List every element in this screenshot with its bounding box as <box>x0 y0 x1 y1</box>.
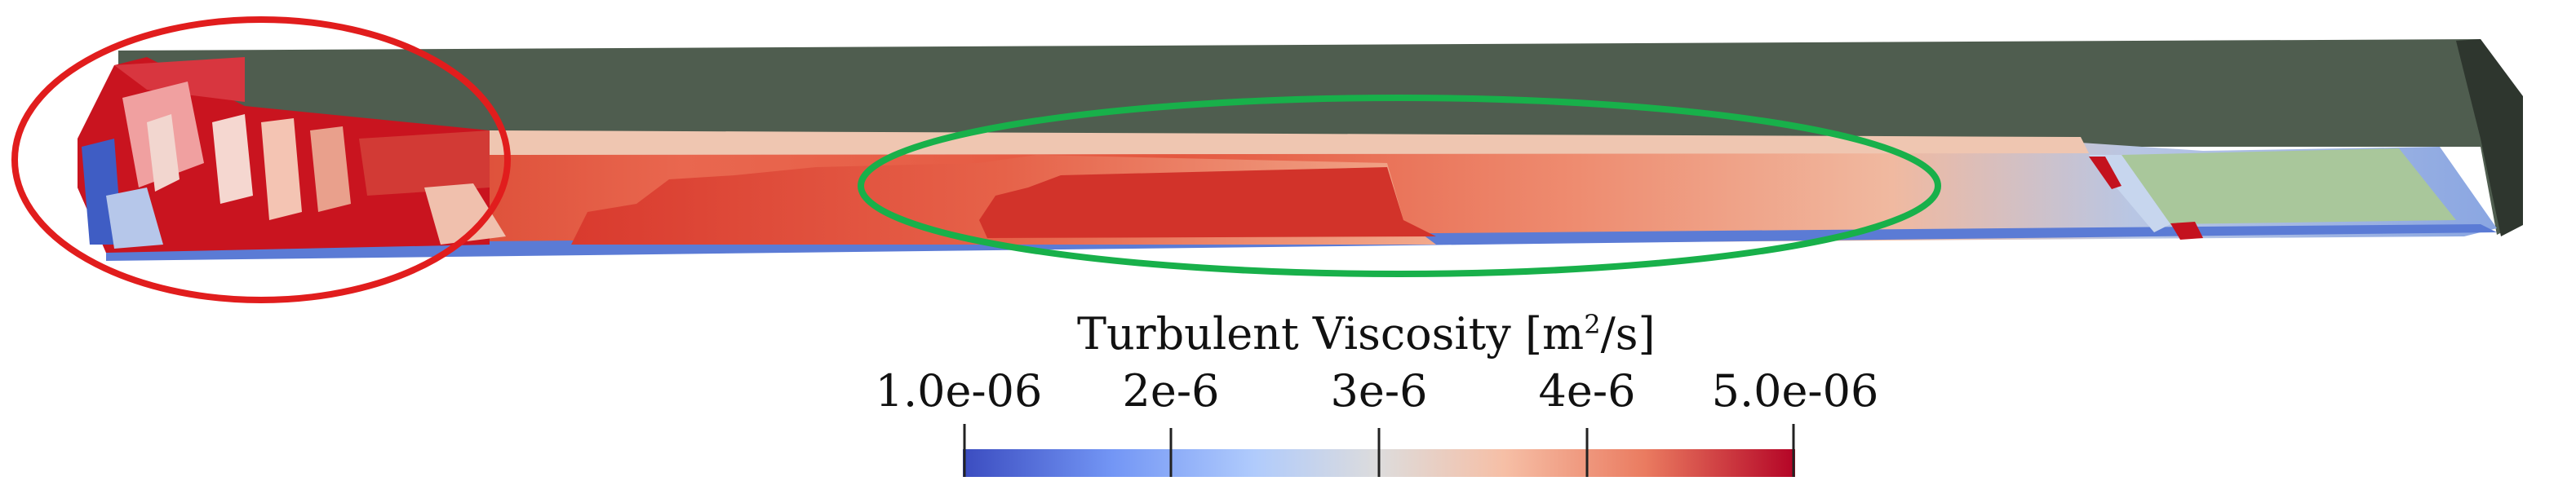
outlet-red-mark <box>2089 157 2122 189</box>
colorbar-title-sup: 2 <box>1584 309 1601 340</box>
colorbar-ticks <box>963 424 1795 477</box>
colorbar-tick-label: 2e-6 <box>1122 365 1220 417</box>
dark-step-region <box>979 167 1436 238</box>
highlight-ellipse-inlet <box>11 16 511 303</box>
colorbar-tick-label: 3e-6 <box>1330 365 1428 417</box>
colorbar-title-main: Turbulent Viscosity [m <box>1077 308 1585 360</box>
upper-flow-band <box>490 130 2089 155</box>
highlight-ellipse-mid <box>858 95 1941 277</box>
inlet-structure <box>78 57 506 253</box>
colorbar-tick-label: 1.0e-06 <box>875 365 1043 417</box>
colorbar-title: Turbulent Viscosity [m2/s] <box>1077 300 1665 359</box>
channel-end-wall <box>2456 39 2523 236</box>
outlet-red-mark-lower <box>2170 222 2203 240</box>
colorbar-tick-label: 5.0e-06 <box>1711 365 1879 417</box>
colorbar-title-end: /s] <box>1600 308 1656 360</box>
colorbar-tick-label: 4e-6 <box>1538 365 1636 417</box>
outlet-floor-patch <box>2122 148 2456 224</box>
